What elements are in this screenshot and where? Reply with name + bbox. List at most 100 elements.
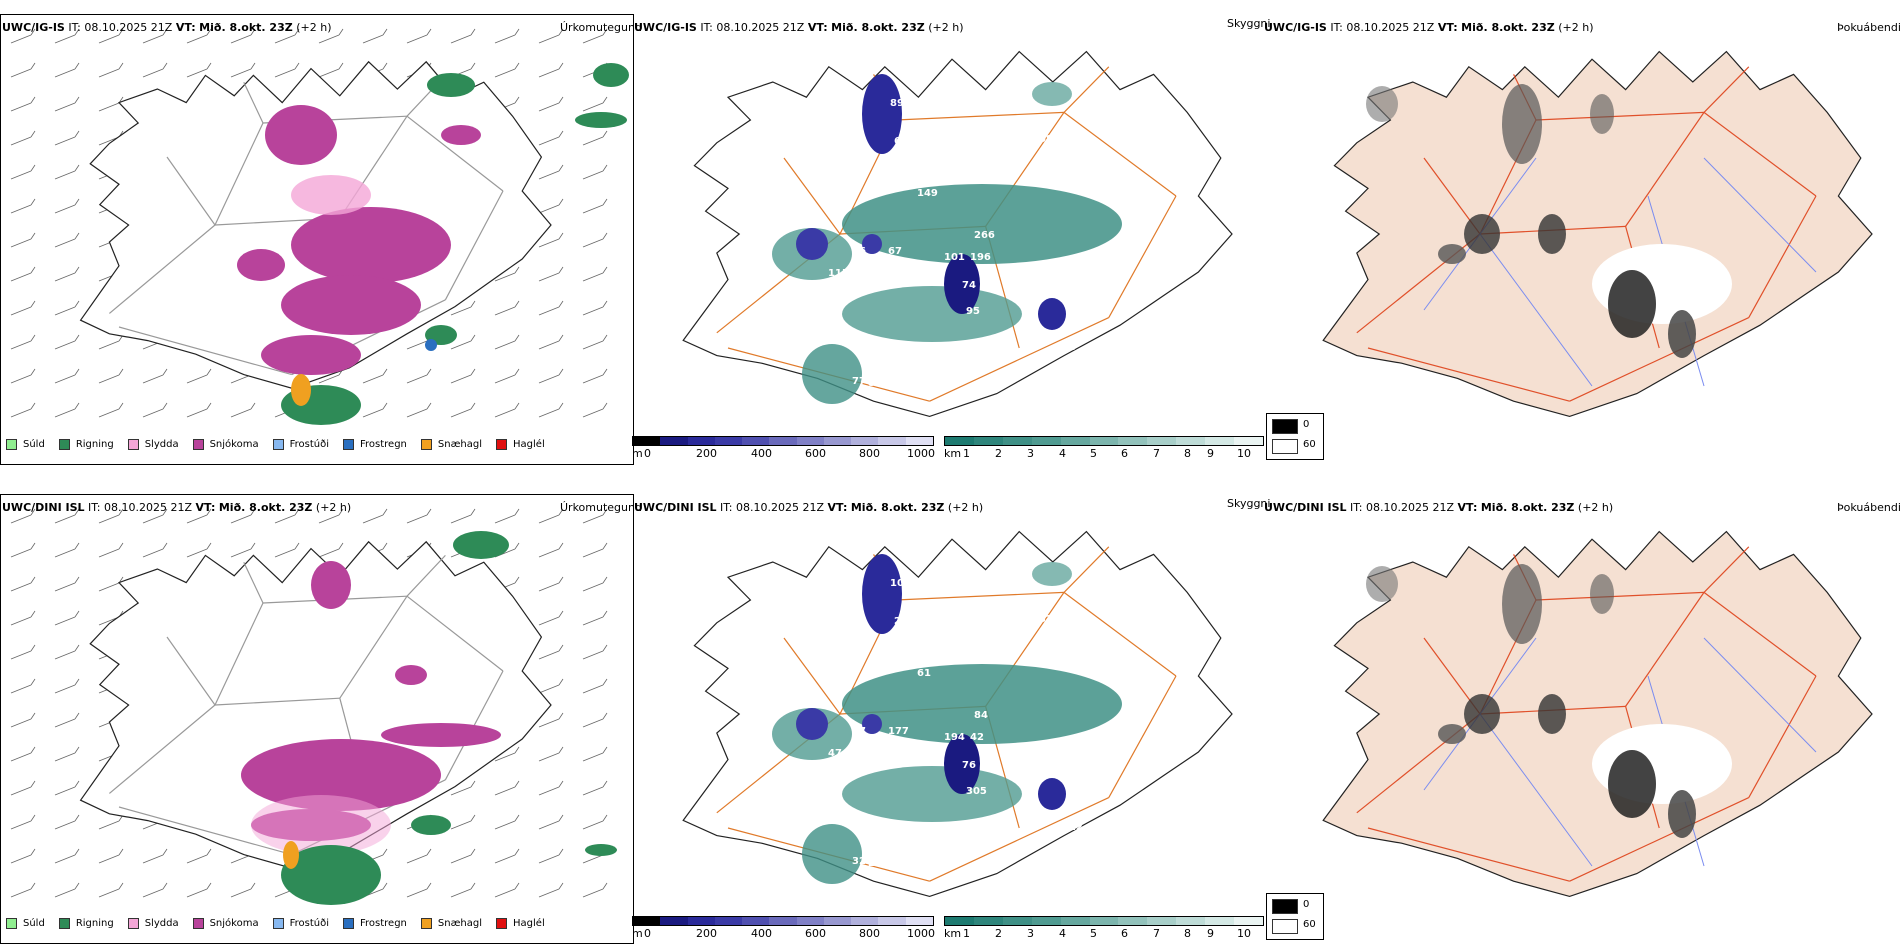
ceiling-label: 28 — [1062, 342, 1076, 353]
colorbar-segment — [851, 917, 879, 925]
wind-barb — [54, 300, 80, 316]
legend-swatch — [127, 918, 139, 929]
wind-barb — [582, 334, 608, 350]
legend-item-4: Frostúði — [272, 918, 329, 929]
fog-index-high — [1538, 214, 1566, 254]
low-ceiling-area — [862, 554, 902, 634]
legend-label: Slydda — [144, 439, 179, 450]
legend-label: Frostúði — [289, 439, 329, 450]
legend-label: Snæhagl — [437, 918, 483, 929]
road-line — [118, 326, 292, 376]
legend-swatch — [58, 918, 70, 929]
wind-barb — [230, 28, 256, 44]
road-line — [109, 704, 216, 794]
visibility-tick: 4 — [1059, 447, 1066, 460]
wind-barb — [450, 848, 476, 864]
river-line — [1479, 233, 1593, 387]
wind-barb — [538, 882, 564, 898]
wind-barb — [54, 678, 80, 694]
colorbar-segment — [1118, 917, 1148, 925]
road-line — [1063, 591, 1177, 677]
visibility-tick: 9 — [1207, 447, 1214, 460]
rain-area — [453, 531, 509, 559]
wind-barb — [274, 508, 300, 524]
precip-map-graphic — [10, 508, 617, 905]
wind-barb — [538, 232, 564, 248]
wind-barb — [54, 814, 80, 830]
wind-barb — [582, 130, 608, 146]
wind-barb — [494, 300, 520, 316]
wind-barb — [10, 130, 36, 146]
colorbar-segment — [1118, 437, 1148, 445]
road-line — [339, 595, 408, 699]
snow-pellet-area — [283, 841, 299, 869]
ceiling-label: 177 — [888, 726, 909, 737]
wind-barb — [538, 576, 564, 592]
wind-barb — [10, 576, 36, 592]
wind-barb — [406, 508, 432, 524]
colorbar-segment — [633, 437, 661, 445]
ceiling-label: 115 — [828, 268, 849, 279]
wind-barb — [54, 130, 80, 146]
ceiling-label: 194 — [944, 732, 965, 743]
legend-label: Snæhagl — [437, 439, 483, 450]
fog-swatch-high — [1272, 439, 1298, 454]
road-line — [929, 317, 1110, 402]
legend-swatch — [58, 439, 70, 450]
ceiling-label: 59 — [922, 630, 936, 641]
colorbar-segment — [796, 917, 824, 925]
ceiling-label: 149 — [917, 188, 938, 199]
fog-index-high — [1366, 86, 1398, 122]
wind-barb — [54, 542, 80, 558]
wind-barb — [538, 780, 564, 796]
legend-item-7: Haglél — [496, 439, 545, 450]
wind-barb — [494, 28, 520, 44]
fog-label-low: 0 — [1303, 899, 1310, 910]
colorbar-segment — [1147, 437, 1177, 445]
colorbar-segment — [1060, 437, 1090, 445]
wind-barb — [362, 28, 388, 44]
ceiling-label: 76 — [962, 760, 976, 771]
wind-barb — [494, 368, 520, 384]
rain-area — [427, 73, 475, 97]
road-line — [406, 595, 504, 672]
snow-area — [311, 561, 351, 609]
wind-barb — [582, 300, 608, 316]
wind-barb — [450, 508, 476, 524]
wind-barb — [10, 232, 36, 248]
wind-barb — [494, 508, 520, 524]
wind-barb — [10, 198, 36, 214]
colorbar-segment — [660, 917, 688, 925]
legend-item-6: Snæhagl — [420, 918, 483, 929]
rain-area — [585, 844, 617, 856]
fog-index-high — [1464, 694, 1500, 734]
ceiling-unit: m — [632, 447, 643, 460]
panel-title-fog-1: Þokuábendi — [1837, 21, 1900, 34]
wind-barb — [54, 334, 80, 350]
low-visibility-area — [842, 766, 1022, 822]
rain-area — [411, 815, 451, 835]
fog-index-high — [1608, 750, 1656, 818]
visibility-tick: 9 — [1207, 927, 1214, 940]
ceiling-label: 142 — [932, 578, 953, 589]
colorbar-segment — [660, 437, 688, 445]
legend-label: Snjókoma — [209, 439, 259, 450]
colorbar-segment — [1031, 437, 1061, 445]
road-line — [1703, 66, 1750, 113]
road-line — [1748, 195, 1817, 318]
wind-barb — [54, 882, 80, 898]
snow-area — [381, 723, 501, 747]
wind-barb — [538, 746, 564, 762]
wind-barb — [230, 882, 256, 898]
wind-barb — [98, 542, 124, 558]
wind-barb — [142, 508, 168, 524]
wind-barb — [494, 848, 520, 864]
road-line — [1625, 112, 1705, 227]
wind-barb — [10, 644, 36, 660]
ceiling-label: 305 — [966, 786, 987, 797]
wind-barb — [54, 368, 80, 384]
ceiling-tick: 800 — [859, 927, 880, 940]
road-line — [1569, 317, 1750, 402]
freezing-rain-area — [425, 339, 437, 351]
legend-swatch — [127, 439, 139, 450]
